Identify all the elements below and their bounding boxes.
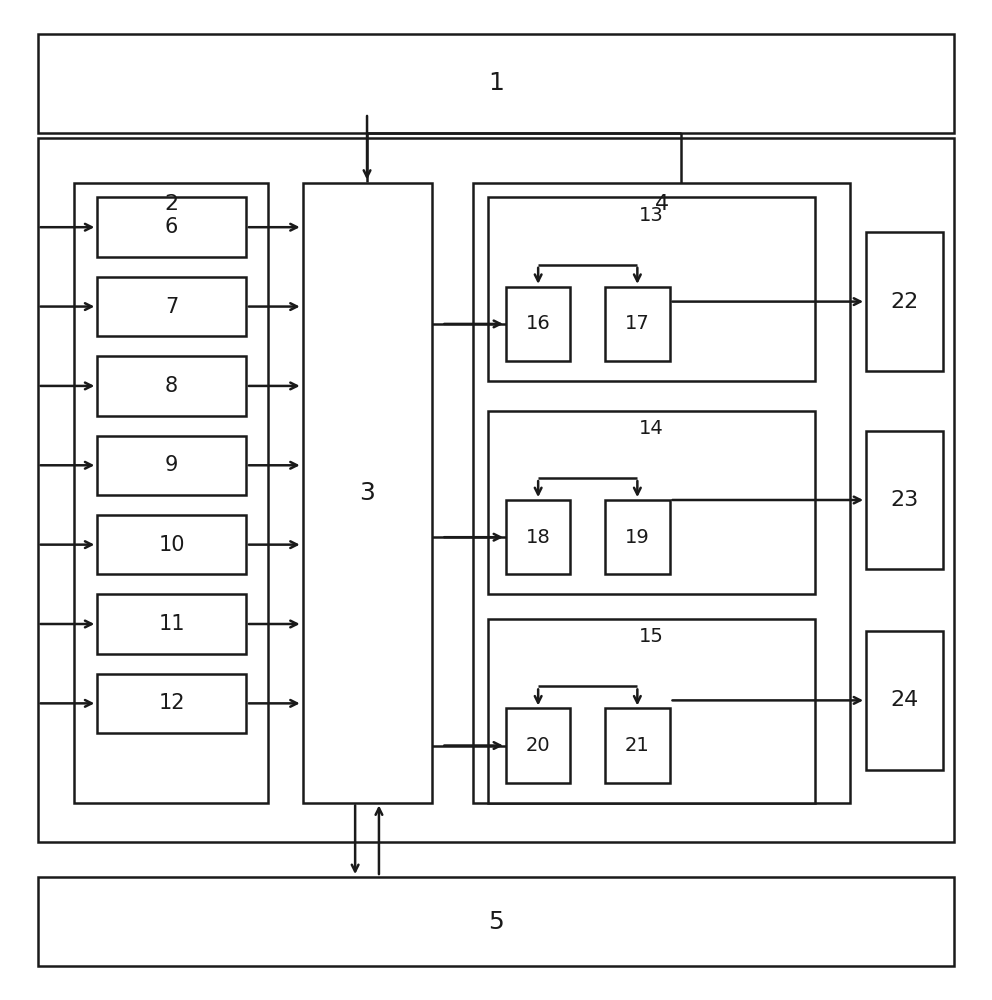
Bar [74, 183, 268, 803]
Text: 24: 24 [891, 690, 919, 710]
Bar [97, 356, 246, 416]
Text: 11: 11 [159, 614, 185, 634]
Text: 8: 8 [165, 376, 179, 396]
Text: 16: 16 [526, 314, 551, 333]
Bar [605, 500, 670, 574]
Bar [97, 674, 246, 733]
Text: 9: 9 [165, 455, 179, 475]
Bar [488, 411, 815, 594]
Text: 17: 17 [625, 314, 650, 333]
Bar [473, 183, 850, 803]
Bar [38, 877, 954, 966]
Text: 14: 14 [640, 419, 664, 438]
Bar [38, 138, 954, 842]
Bar [506, 287, 570, 361]
Text: 20: 20 [526, 736, 551, 755]
Text: 19: 19 [625, 528, 650, 547]
Text: 7: 7 [165, 297, 179, 317]
Text: 13: 13 [640, 206, 664, 225]
Bar [866, 631, 943, 770]
Text: 5: 5 [488, 910, 504, 934]
Bar [488, 197, 815, 381]
Text: 15: 15 [639, 627, 665, 646]
Bar [488, 619, 815, 803]
Bar [605, 708, 670, 783]
Text: 23: 23 [891, 490, 919, 510]
Text: 22: 22 [891, 292, 919, 312]
Bar [38, 34, 954, 133]
Bar [303, 183, 432, 803]
Bar [97, 436, 246, 495]
Text: 21: 21 [625, 736, 650, 755]
Text: 6: 6 [165, 217, 179, 237]
Text: 4: 4 [655, 194, 669, 214]
Bar [97, 197, 246, 257]
Bar [506, 708, 570, 783]
Bar [866, 232, 943, 371]
Text: 12: 12 [159, 693, 185, 713]
Bar [866, 431, 943, 569]
Bar [506, 500, 570, 574]
Bar [605, 287, 670, 361]
Text: 3: 3 [359, 481, 375, 505]
Bar [97, 277, 246, 336]
Bar [97, 515, 246, 574]
Text: 2: 2 [164, 194, 179, 214]
Bar [97, 594, 246, 654]
Text: 18: 18 [526, 528, 551, 547]
Text: 1: 1 [488, 71, 504, 95]
Text: 10: 10 [159, 535, 185, 555]
